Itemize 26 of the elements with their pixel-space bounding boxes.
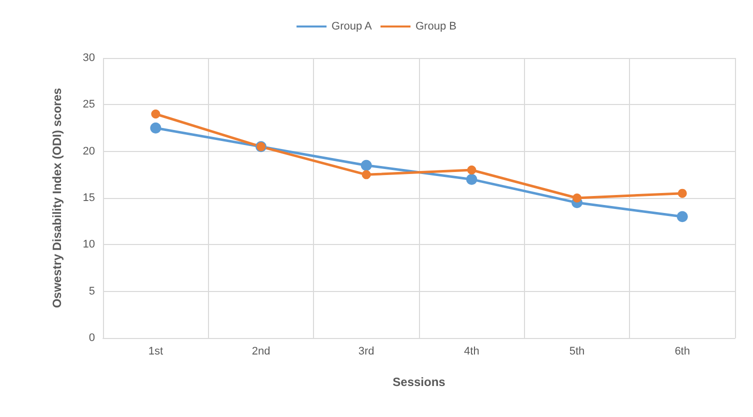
x-axis-title: Sessions xyxy=(392,375,446,389)
y-tick-label: 25 xyxy=(82,98,95,111)
y-tick-label: 0 xyxy=(88,332,95,344)
y-tick-label: 15 xyxy=(82,192,95,204)
y-axis-title: Oswestry Disability Index (ODI) scores xyxy=(50,88,64,308)
x-tick-label: 4th xyxy=(464,346,480,358)
x-tick-label: 5th xyxy=(569,346,585,358)
x-tick-label: 2nd xyxy=(252,346,270,358)
point xyxy=(467,166,476,174)
legend-label: Group B xyxy=(416,20,456,32)
legend-label: Group A xyxy=(332,20,373,32)
y-tick-label: 30 xyxy=(82,52,95,64)
y-tick-label: 20 xyxy=(82,145,95,158)
point xyxy=(150,122,162,134)
point xyxy=(678,188,687,198)
x-tick-label: 3rd xyxy=(358,346,374,358)
point xyxy=(466,174,478,185)
x-tick-label: 6th xyxy=(674,346,690,358)
point xyxy=(676,211,688,222)
y-tick-label: 5 xyxy=(88,285,95,298)
point xyxy=(151,110,160,118)
point xyxy=(360,160,372,171)
x-tick-label: 1st xyxy=(148,346,164,358)
point xyxy=(572,194,582,202)
point xyxy=(362,170,371,180)
y-tick-label: 10 xyxy=(82,238,95,251)
